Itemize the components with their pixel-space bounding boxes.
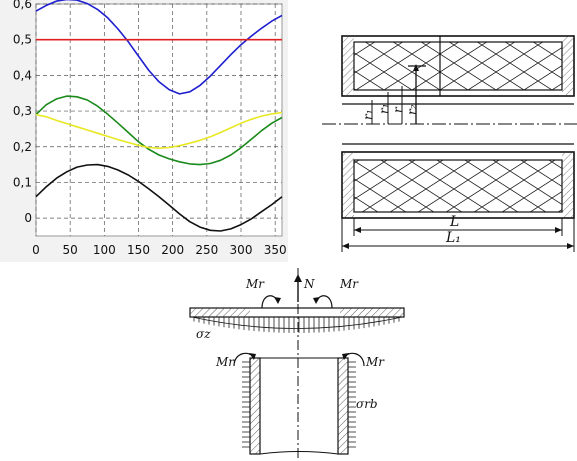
y-tick-label: 0,1: [13, 175, 32, 189]
cylinder-left-wall: [249, 357, 261, 455]
label-sigma-rb: σrb: [356, 397, 378, 411]
label-r-small: r₁: [377, 103, 391, 114]
moment-top-left-arrow: [274, 297, 281, 304]
x-tick-label: 350: [264, 243, 287, 257]
plot-area: [35, 3, 283, 237]
label-r2: r₂: [405, 104, 419, 115]
y-tick-labels: 0 0,1 0,2 0,3 0,4 0,5 0,6: [13, 0, 32, 225]
series-line-1: [35, 0, 283, 95]
plate-hatch-right: [340, 308, 404, 317]
series-group: [35, 0, 283, 232]
plate-hatch-left: [190, 308, 250, 317]
x-tick-label: 300: [230, 243, 253, 257]
x-tick-labels: 0 50 100 150 200 250 300 350: [32, 243, 286, 257]
label-Mr-top-left: Mr: [245, 277, 265, 291]
dim-L-arrow-right: [555, 227, 562, 233]
top-insert-crosshatch: [353, 41, 563, 91]
chart-svg: 0 0,1 0,2 0,3 0,4 0,5 0,6 0 50 100 150 200 250 300 35…: [13, 0, 287, 257]
x-tick-label: 150: [127, 243, 150, 257]
x-tick-label: 100: [93, 243, 116, 257]
bottom-insert-crosshatch: [353, 159, 563, 213]
dim-L1-arrow-left: [342, 243, 349, 249]
moment-mid-left-arrow: [249, 353, 256, 360]
bottom-right-wall-hatch: [562, 152, 574, 218]
grid: [35, 3, 282, 236]
series-line-4: [35, 111, 283, 149]
y-tick-label: 0,3: [13, 104, 32, 118]
moment-mid-right-arrow: [342, 353, 349, 360]
cylinder-stress-lines: [242, 361, 356, 448]
y-tick-label: 0,5: [13, 33, 32, 47]
label-sigma-z: σz: [196, 327, 211, 341]
label-L: L: [449, 214, 459, 230]
cylinder-right-wall: [337, 357, 349, 455]
plate-stress-lines: [193, 317, 400, 333]
section-svg: r₁ r₁ r r₂ L L₁: [322, 35, 577, 252]
x-tick-label: 0: [32, 243, 40, 257]
label-r: r: [391, 106, 405, 113]
label-r1: r₁: [361, 109, 375, 120]
y-tick-label: 0,2: [13, 140, 32, 154]
bottom-left-wall-hatch: [342, 152, 354, 218]
series-line-5: [35, 163, 283, 232]
series-line-3: [35, 95, 283, 166]
bearing-cross-section: r₁ r₁ r r₂ L L₁: [300, 0, 577, 262]
label-N: N: [303, 277, 315, 291]
sinusoid-chart: 0 0,1 0,2 0,3 0,4 0,5 0,6 0 50 100 150 200 250 300 35…: [0, 0, 288, 262]
dim-L-arrow-left: [354, 227, 361, 233]
moment-top-right-arrow: [313, 297, 320, 304]
label-Mr-mid-left: Mr: [215, 355, 235, 369]
top-right-wall-hatch: [562, 36, 574, 96]
label-Mr-mid-right: Mr: [365, 355, 385, 369]
dim-r2-arrow: [413, 64, 419, 71]
y-tick-label: 0,6: [13, 0, 32, 11]
y-tick-label: 0,4: [13, 68, 32, 82]
top-left-wall-hatch: [342, 36, 354, 96]
cylinder-bottom-edge: [259, 451, 339, 455]
label-L1: L₁: [445, 230, 461, 246]
x-tick-label: 50: [63, 243, 78, 257]
y-tick-label: 0: [24, 211, 32, 225]
label-Mr-top-right: Mr: [339, 277, 359, 291]
dim-L1-arrow-right: [567, 243, 574, 249]
stress-svg: N Mr Mr σz Mr Mr σrb: [189, 268, 405, 461]
plate-stress-envelope: [191, 316, 403, 329]
x-tick-label: 200: [161, 243, 184, 257]
x-tick-label: 250: [195, 243, 218, 257]
force-N-arrowhead: [294, 274, 302, 282]
stress-diagram: N Mr Mr σz Mr Mr σrb: [150, 262, 440, 461]
